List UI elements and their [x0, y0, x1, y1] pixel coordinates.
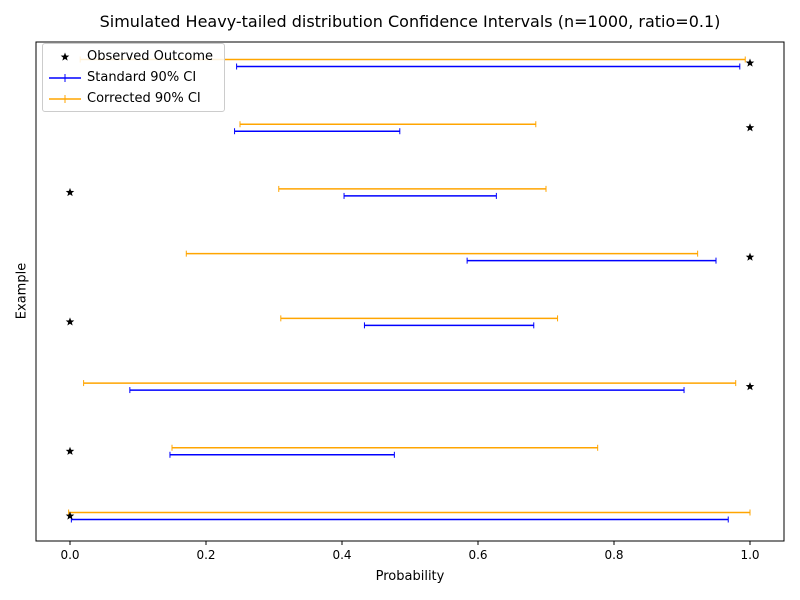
observed-outcome-star	[745, 58, 755, 67]
x-tick-label: 0.2	[196, 548, 215, 562]
observed-outcome-star	[65, 187, 75, 197]
x-tick-label: 0.8	[604, 548, 623, 562]
observed-outcome-star	[65, 511, 75, 520]
x-tick-label: 0.4	[332, 548, 351, 562]
observed-outcome-star	[65, 446, 75, 455]
star-icon	[60, 52, 70, 61]
observed-outcome-star	[65, 317, 75, 326]
legend-item-corrected: Corrected 90% CI	[43, 89, 224, 109]
y-axis-label: Example	[14, 262, 30, 320]
legend-item-observed: Observed Outcome	[43, 47, 224, 67]
observed-outcome-star	[745, 123, 755, 132]
x-axis-label: Probability	[375, 569, 445, 584]
line-marker-icon	[49, 95, 81, 103]
observed-outcome-star	[745, 252, 755, 261]
legend: Observed Outcome Standard 90% CI Correct…	[42, 43, 225, 112]
legend-label-corrected: Corrected 90% CI	[87, 91, 201, 106]
line-marker-icon	[49, 74, 81, 82]
plot-frame	[35, 41, 785, 542]
chart-title: Simulated Heavy-tailed distribution Conf…	[99, 12, 721, 31]
x-tick-label: 1.0	[740, 548, 759, 562]
observed-outcome-star	[745, 382, 755, 391]
x-tick-label: 0.0	[60, 548, 79, 562]
legend-label-observed: Observed Outcome	[87, 49, 214, 64]
legend-label-standard: Standard 90% CI	[87, 70, 197, 85]
x-tick-label: 0.6	[468, 548, 487, 562]
legend-item-standard: Standard 90% CI	[43, 68, 224, 88]
